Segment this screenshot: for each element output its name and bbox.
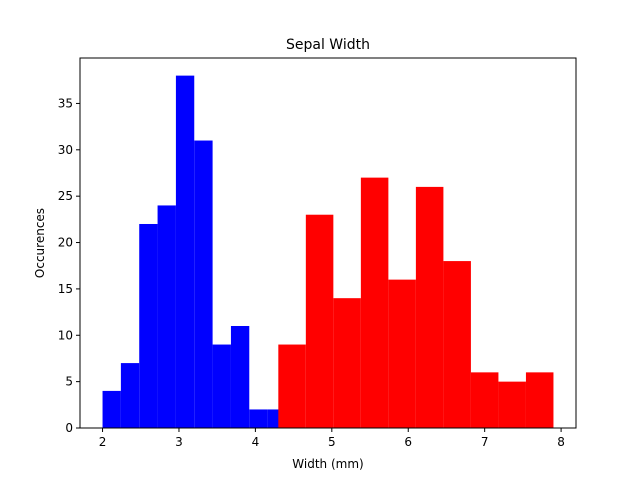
histogram-bar-s1-b4 xyxy=(388,279,416,428)
plot-frame xyxy=(79,57,577,429)
histogram-bar-s1-b2 xyxy=(333,298,361,428)
y-tick-label: 15 xyxy=(58,282,73,296)
histogram-bar-s1-b9 xyxy=(525,372,554,428)
histogram-bar-s1-b8 xyxy=(498,381,526,428)
y-tick-label: 5 xyxy=(65,375,73,389)
histogram-bar-s1-b1 xyxy=(305,214,334,428)
histogram-bar-s1-b6 xyxy=(443,261,471,428)
x-tick-label: 4 xyxy=(252,435,260,449)
x-tick-label: 2 xyxy=(99,435,107,449)
histogram-bar-s0-b3 xyxy=(157,205,176,428)
histogram-bar-s0-b4 xyxy=(175,75,195,428)
y-tick-label: 35 xyxy=(58,96,73,110)
histogram-bar-s0-b5 xyxy=(194,140,213,429)
histogram-bar-s0-b7 xyxy=(230,325,250,428)
y-axis-ticks: 0 5 10 15 20 25 30 35 xyxy=(58,96,80,435)
histogram-bar-s1-b0 xyxy=(278,344,306,428)
histogram-bar-s0-b0 xyxy=(102,390,121,428)
histogram-bar-s1-b3 xyxy=(360,177,389,428)
y-axis-label: Occurences xyxy=(33,208,47,278)
histogram-bar-s0-b6 xyxy=(212,344,231,428)
x-tick-label: 6 xyxy=(404,435,412,449)
x-axis-ticks: 2 3 4 5 6 7 8 xyxy=(99,428,565,449)
x-tick-label: 8 xyxy=(557,435,565,449)
bars-group xyxy=(102,75,554,429)
x-tick-label: 3 xyxy=(175,435,183,449)
y-tick-label: 20 xyxy=(58,236,73,250)
histogram-bar-s0-b1 xyxy=(120,363,140,428)
y-tick-label: 25 xyxy=(58,189,73,203)
y-tick-label: 10 xyxy=(58,328,73,342)
y-tick-label: 30 xyxy=(58,143,73,157)
histogram-bar-s1-b5 xyxy=(415,186,444,428)
histogram-bar-s1-b7 xyxy=(470,372,499,428)
x-axis-label: Width (mm) xyxy=(292,457,363,471)
histogram-bar-s0-b2 xyxy=(139,223,158,428)
y-tick-label: 0 xyxy=(65,421,73,435)
x-tick-label: 7 xyxy=(481,435,489,449)
x-tick-label: 5 xyxy=(328,435,336,449)
chart-title: Sepal Width xyxy=(286,37,370,53)
histogram-bar-s0-b8 xyxy=(249,409,268,428)
